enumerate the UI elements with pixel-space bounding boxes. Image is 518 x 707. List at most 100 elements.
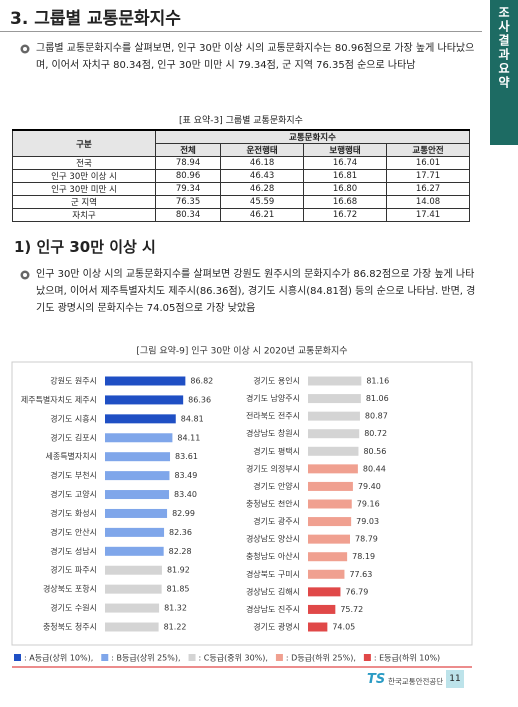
category-label: 경기도 시흥시 [50, 413, 97, 423]
bar [308, 481, 353, 491]
chart-title: [그림 요약-9] 인구 30만 이상 시 2020년 교통문화지수 [136, 345, 347, 357]
value-label: 82.36 [169, 528, 192, 537]
category-label: 경기도 안양시 [253, 481, 300, 491]
category-label: 경기도 수원시 [50, 603, 97, 613]
table-row: 인구 30만 미만 시 79.34 46.28 16.80 16.27 [12, 182, 470, 196]
category-label: 경기도 남양주시 [246, 393, 300, 403]
table-row: 인구 30만 이상 시 80.96 46.43 16.81 17.71 [12, 169, 470, 183]
legend-swatch [188, 654, 196, 661]
category-label: 세종특별자치시 [45, 451, 97, 461]
row-label: 인구 30만 이상 시 [12, 169, 156, 183]
bar [308, 499, 352, 509]
bar [308, 622, 328, 632]
category-label: 강원도 원주시 [50, 376, 97, 386]
bar [105, 546, 164, 556]
table-cell: 46.28 [220, 182, 305, 196]
table-cell: 16.80 [303, 182, 388, 196]
chart-frame [11, 361, 473, 646]
bar [308, 429, 360, 439]
legend-swatch [275, 654, 283, 661]
category-label: 경기도 안산시 [50, 527, 97, 537]
value-label: 80.56 [363, 447, 386, 456]
bar [105, 414, 176, 424]
table-cell: 80.96 [154, 169, 222, 183]
value-label: 81.32 [164, 604, 187, 613]
bar [308, 587, 341, 597]
value-label: 86.82 [190, 377, 213, 386]
category-label: 경상남도 창원시 [246, 428, 300, 438]
section-heading: 1) 인구 30만 이상 시 [14, 238, 156, 256]
bar [308, 411, 360, 421]
table-cell: 79.34 [154, 182, 222, 196]
bar [105, 622, 159, 632]
page-number: 11 [446, 670, 464, 688]
category-label: 경기도 부천시 [50, 470, 97, 480]
table-cell: 16.68 [303, 195, 388, 209]
value-label: 74.05 [332, 623, 355, 632]
table-cell: 17.71 [386, 169, 470, 183]
value-label: 77.63 [349, 570, 372, 579]
bar [105, 508, 168, 518]
value-label: 81.16 [366, 377, 389, 386]
bar [308, 534, 350, 544]
legend-swatch [101, 654, 109, 661]
header-row: 전체 운전행태 보행행태 교통안전 [13, 143, 470, 157]
category-label: 경기도 고양시 [50, 489, 97, 499]
category-label: 충청남도 아산시 [246, 551, 300, 561]
bar [105, 395, 184, 405]
value-label: 81.85 [167, 585, 190, 594]
table-cell: 16.72 [303, 208, 388, 222]
table-cell: 17.41 [386, 208, 470, 222]
table-row: 전국 78.94 46.18 16.74 16.01 [12, 156, 470, 170]
bar [105, 490, 170, 500]
table-cell: 45.59 [220, 195, 305, 209]
bar [105, 584, 162, 594]
table-cell: 46.21 [220, 208, 305, 222]
header-row: 구분 교통문화지수 [12, 129, 470, 157]
table-cell: 46.43 [220, 169, 305, 183]
category-label: 경기도 화성시 [50, 508, 97, 518]
category-label: 경기도 광주시 [253, 516, 300, 526]
category-label: 충청북도 청주시 [43, 623, 97, 632]
category-label: 충청남도 천안시 [246, 499, 300, 509]
bar [105, 433, 173, 443]
value-label: 86.36 [188, 395, 211, 404]
bar [105, 452, 171, 462]
category-label: 경상남도 양산시 [246, 534, 300, 544]
value-label: 83.61 [175, 452, 198, 461]
org-name: 한국교통안전공단 [388, 677, 444, 686]
bar [308, 604, 336, 614]
table-cell: 16.27 [386, 182, 470, 196]
bar [308, 517, 352, 527]
row-header: 구분 [12, 129, 156, 157]
category-label: 전라북도 전주시 [246, 411, 300, 421]
table-cell: 80.34 [154, 208, 222, 222]
bar [308, 394, 361, 404]
row-label: 인구 30만 미만 시 [12, 182, 156, 196]
bar [105, 565, 162, 575]
bar [105, 376, 186, 386]
category-label: 경기도 의정부시 [246, 463, 300, 473]
table-row: 군 지역 76.35 45.59 16.68 14.08 [12, 195, 470, 209]
page-title: 3. 그룹별 교통문화지수 [10, 9, 181, 29]
value-label: 81.06 [366, 394, 389, 403]
table-cell: 14.08 [386, 195, 470, 209]
table-cell: 76.35 [154, 195, 222, 209]
legend-label: : E등급(하위 10%) [374, 653, 440, 663]
bar [308, 446, 359, 456]
bar [308, 569, 345, 579]
table-cell: 16.81 [303, 169, 388, 183]
value-label: 80.44 [363, 464, 386, 473]
legend-swatch [14, 654, 21, 661]
value-label: 84.81 [181, 414, 204, 423]
value-label: 75.72 [340, 605, 363, 614]
value-label: 79.40 [358, 482, 381, 491]
category-label: 경기도 김포시 [50, 432, 97, 442]
table-cell: 78.94 [154, 156, 222, 170]
paragraph: 그룹별 교통문화지수를 살펴보면, 인구 30만 이상 시의 교통문화지수는 8… [36, 43, 475, 71]
side-tab: 조사결과요약 [490, 0, 518, 145]
legend-label: : C등급(중위 30%), [199, 654, 268, 663]
column-header: 전체 [154, 143, 222, 157]
value-label: 83.49 [174, 471, 197, 480]
